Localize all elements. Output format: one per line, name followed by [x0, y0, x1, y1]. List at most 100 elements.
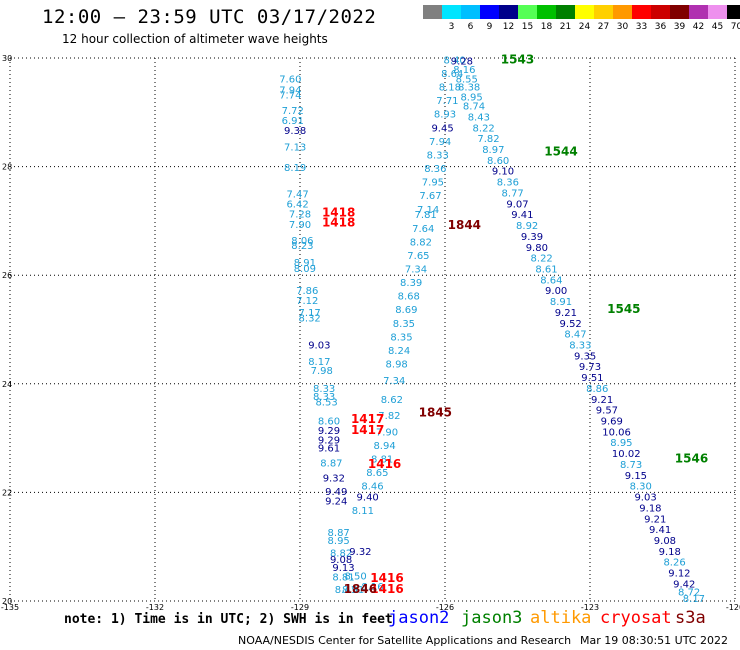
- wave-height-label: 8.50: [344, 571, 366, 582]
- legend-swatch: [689, 5, 708, 19]
- legend-label: 18: [540, 22, 553, 32]
- footer-note: note: 1) Time is in UTC; 2) SWH is in fe…: [64, 612, 393, 627]
- legend-swatch: [537, 5, 556, 19]
- wave-height-label: 9.13: [332, 563, 354, 574]
- wave-height-label: 8.16: [453, 65, 475, 76]
- pass-time-label: 1418: [322, 215, 355, 229]
- wave-height-label: 8.18: [439, 83, 461, 94]
- wave-height-label: 8.17: [308, 357, 330, 368]
- wave-height-label: 9.18: [659, 547, 681, 558]
- wave-height-label: 7.65: [407, 251, 429, 262]
- legend-swatch: [613, 5, 632, 19]
- lon-tick-label: -123: [581, 603, 599, 612]
- wave-height-label: 8.09: [294, 264, 316, 275]
- wave-height-label: 8.40: [444, 55, 466, 66]
- legend-label: 45: [711, 22, 724, 32]
- legend-label: 9: [486, 22, 493, 32]
- pass-time-label: 1845: [419, 405, 452, 419]
- wave-height-label: 8.11: [352, 506, 374, 517]
- wave-height-label: 7.71: [436, 96, 458, 107]
- legend-label: 30: [616, 22, 629, 32]
- wave-height-label: 7.28: [289, 210, 311, 221]
- wave-height-label: 8.22: [473, 123, 495, 134]
- wave-height-label: 8.91: [294, 258, 316, 269]
- wave-height-label: 9.07: [506, 199, 528, 210]
- satellite-label-jason2: jason2: [388, 608, 450, 628]
- wave-height-label: 8.69: [395, 305, 417, 316]
- wave-height-label: 8.91: [342, 585, 364, 596]
- legend-swatch: [651, 5, 670, 19]
- pass-time-label: 1416: [370, 571, 403, 585]
- wave-height-label: 8.86: [586, 384, 608, 395]
- legend-label: 6: [467, 22, 474, 32]
- wave-height-label: 10.02: [612, 449, 641, 460]
- map-subtitle: 12 hour collection of altimeter wave hei…: [62, 32, 328, 46]
- wave-height-label: 7.90: [376, 427, 398, 438]
- wave-height-label: 7.81: [415, 210, 437, 221]
- wave-height-label: 6.42: [286, 199, 308, 210]
- wave-height-label: 9.52: [560, 319, 582, 330]
- legend-label: 27: [597, 22, 610, 32]
- legend-swatch: [423, 5, 442, 19]
- wave-height-label: 9.80: [526, 243, 548, 254]
- wave-height-label: 8.94: [373, 441, 395, 452]
- wave-height-label: 7.47: [286, 190, 308, 201]
- wave-height-label: 9.35: [574, 351, 596, 362]
- wave-height-label: 8.33: [569, 341, 591, 352]
- wave-height-label: 8.55: [456, 74, 478, 85]
- wave-height-label: 8.64: [441, 69, 463, 80]
- wave-height-label: 7.34: [405, 264, 427, 275]
- wave-height-label: 9.21: [591, 395, 613, 406]
- wave-height-label: 8.87: [320, 458, 342, 469]
- satellite-label-cryosat: cryosat: [600, 608, 672, 628]
- wave-height-label: 7.67: [419, 191, 441, 202]
- wave-height-label: 8.77: [502, 188, 524, 199]
- wave-height-label: 8.64: [540, 275, 562, 286]
- wave-height-label: 8.17: [683, 594, 705, 605]
- wave-height-label: 8.30: [630, 482, 652, 493]
- legend-label: 21: [559, 22, 572, 32]
- wave-height-label: 7.72: [282, 106, 304, 117]
- wave-height-label: 8.81: [332, 572, 354, 583]
- wave-height-label: 9.32: [349, 547, 371, 558]
- wave-height-label: 8.81: [371, 455, 393, 466]
- lat-tick-label: 24: [2, 380, 12, 389]
- wave-height-label: 8.74: [463, 102, 485, 113]
- legend-label: 12: [502, 22, 515, 32]
- wave-height-label: 9.45: [431, 123, 453, 134]
- pass-time-label: 1846: [344, 582, 377, 596]
- color-legend-bar: [423, 5, 740, 19]
- wave-height-label: 8.68: [398, 292, 420, 303]
- legend-swatch: [480, 5, 499, 19]
- pass-time-label: 1844: [448, 218, 481, 232]
- wave-height-label: 8.82: [330, 548, 352, 559]
- legend-label: 15: [521, 22, 534, 32]
- wave-height-label: 9.00: [545, 286, 567, 297]
- wave-height-label: 8.24: [388, 346, 410, 357]
- wave-height-label: 8.97: [482, 145, 504, 156]
- wave-height-label: 8.33: [427, 150, 449, 161]
- pass-time-label: 1416: [368, 457, 401, 471]
- wave-height-label: 9.21: [555, 308, 577, 319]
- wave-height-label: 9.73: [579, 362, 601, 373]
- wave-height-label: 10.06: [602, 427, 631, 438]
- wave-height-label: 9.49: [325, 487, 347, 498]
- wave-height-label: 7.34: [383, 376, 405, 387]
- wave-height-label: 9.69: [601, 417, 623, 428]
- wave-height-label: 9.40: [357, 493, 379, 504]
- legend-label: 3: [448, 22, 455, 32]
- wave-height-label: 8.73: [620, 460, 642, 471]
- legend-swatch: [708, 5, 727, 19]
- wave-height-label: 7.86: [296, 286, 318, 297]
- legend-swatch: [594, 5, 613, 19]
- pass-time-label: 1416: [370, 582, 403, 596]
- wave-height-label: 8.32: [299, 313, 321, 324]
- wave-height-label: 8.47: [564, 330, 586, 341]
- pass-time-label: 1546: [675, 452, 708, 466]
- wave-height-label: 8.53: [315, 398, 337, 409]
- lat-tick-label: 28: [2, 163, 12, 172]
- wave-height-label: 8.41: [335, 585, 357, 596]
- legend-swatch: [499, 5, 518, 19]
- wave-height-label: 9.51: [581, 373, 603, 384]
